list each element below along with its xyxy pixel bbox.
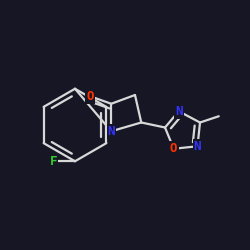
Text: N: N xyxy=(108,125,115,138)
Text: F: F xyxy=(50,155,58,168)
Text: O: O xyxy=(170,142,177,155)
Text: O: O xyxy=(86,90,94,103)
Text: N: N xyxy=(175,105,182,118)
Text: N: N xyxy=(194,140,201,153)
